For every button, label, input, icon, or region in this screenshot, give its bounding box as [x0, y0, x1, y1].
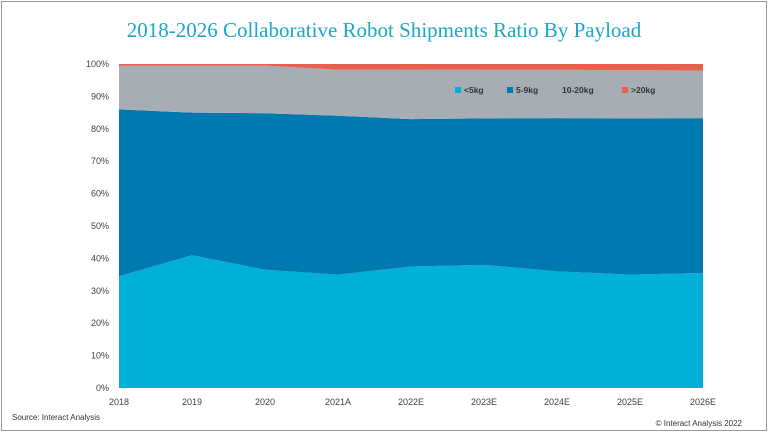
- legend-label: <5kg: [464, 85, 484, 95]
- x-tick-label: 2025E: [617, 397, 643, 407]
- y-tick-label: 0%: [96, 383, 109, 393]
- y-tick-label: 90%: [91, 91, 109, 101]
- series-area-0: [119, 255, 703, 388]
- y-tick-label: 80%: [91, 124, 109, 134]
- y-tick-label: 30%: [91, 286, 109, 296]
- x-tick-label: 2020: [255, 397, 275, 407]
- x-tick-label: 2023E: [471, 397, 497, 407]
- x-tick-label: 2022E: [398, 397, 424, 407]
- source-note: Source: Interact Analysis: [12, 413, 101, 422]
- y-tick-label: 60%: [91, 189, 109, 199]
- series-area-1: [119, 109, 703, 277]
- x-tick-label: 2026E: [690, 397, 716, 407]
- copyright-note: © Interact Analysis 2022: [655, 419, 742, 428]
- legend-label: >20kg: [631, 85, 655, 95]
- legend-swatch: [622, 87, 628, 93]
- x-tick-label: 2021A: [325, 397, 351, 407]
- y-tick-label: 50%: [91, 221, 109, 231]
- legend-label: 5-9kg: [516, 85, 538, 95]
- y-tick-label: 40%: [91, 253, 109, 263]
- legend-swatch: [455, 87, 461, 93]
- y-tick-label: 100%: [86, 59, 109, 69]
- y-tick-label: 10%: [91, 351, 109, 361]
- legend-label: 10-20kg: [562, 85, 594, 95]
- legend-swatch: [507, 87, 513, 93]
- series-area-3: [119, 64, 703, 71]
- chart-title: 2018-2026 Collaborative Robot Shipments …: [126, 18, 642, 42]
- x-tick-label: 2018: [109, 397, 129, 407]
- x-tick-label: 2019: [182, 397, 202, 407]
- x-tick-label: 2024E: [544, 397, 570, 407]
- y-tick-label: 70%: [91, 156, 109, 166]
- y-tick-label: 20%: [91, 318, 109, 328]
- series-area-2: [119, 65, 703, 120]
